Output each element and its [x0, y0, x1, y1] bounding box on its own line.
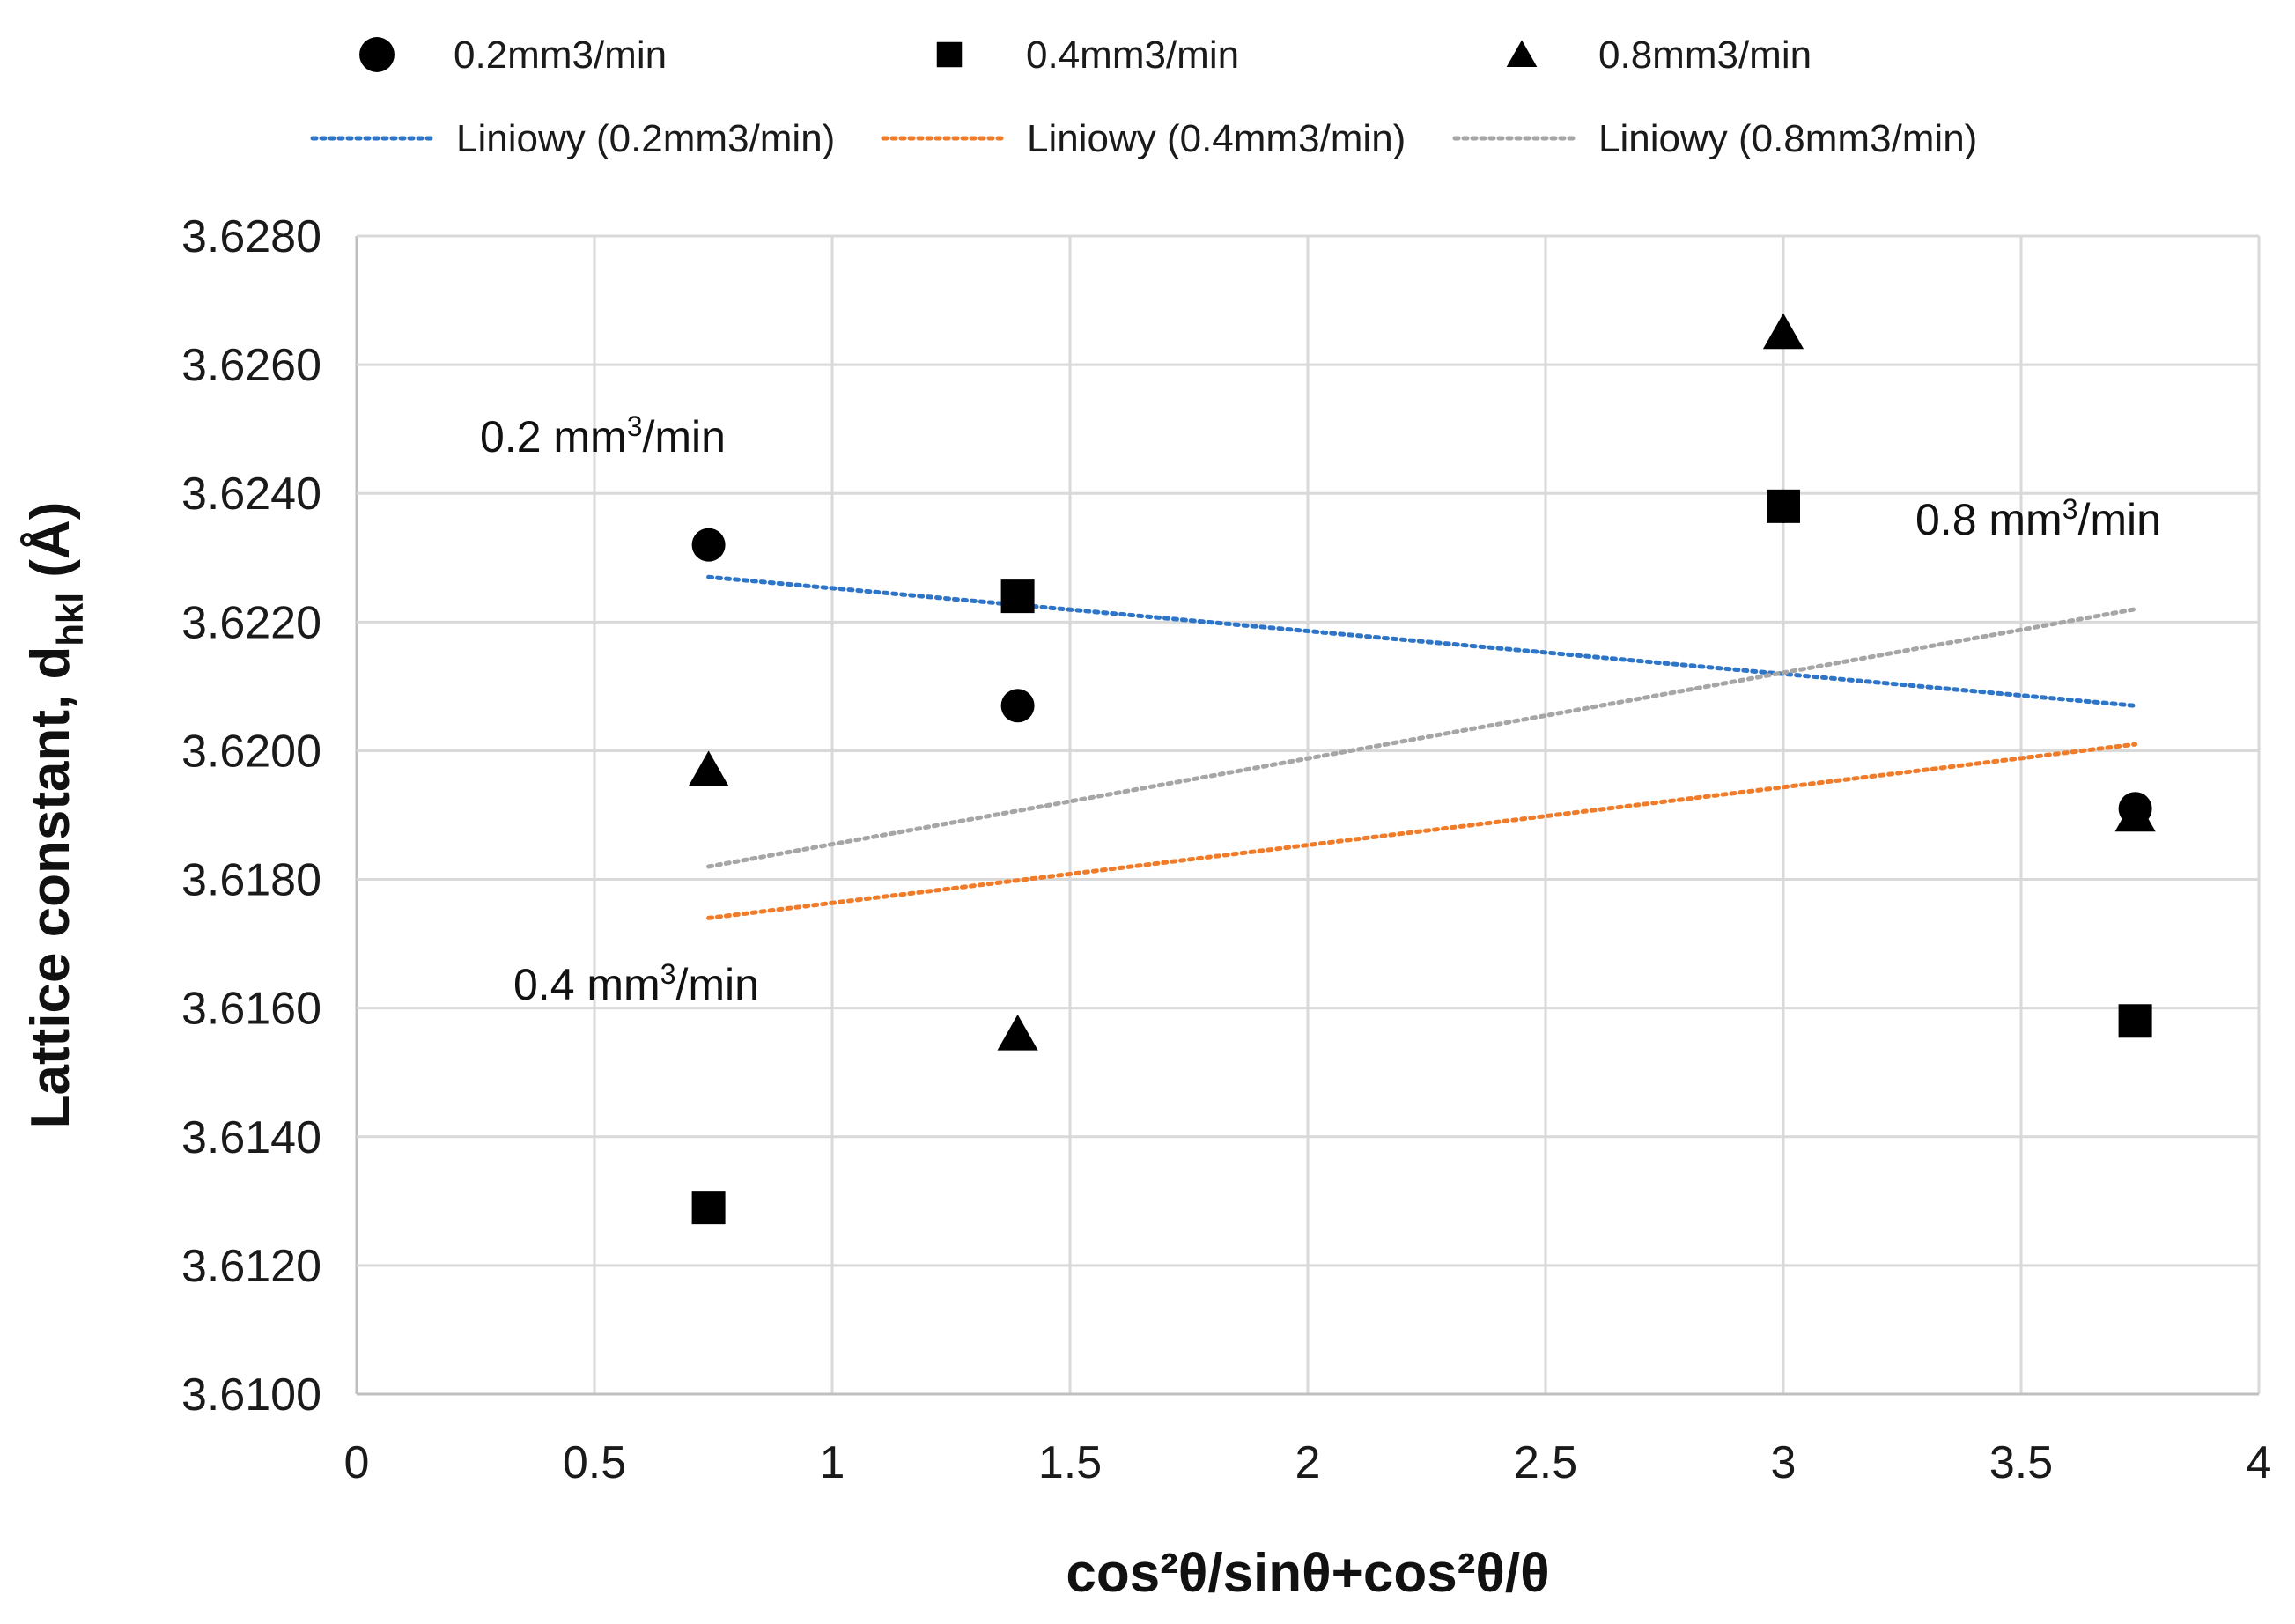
x-tick-label: 1	[820, 1437, 845, 1488]
legend-trendline-label: Liniowy (0.2mm3/min)	[456, 117, 835, 160]
marker-triangle	[1506, 40, 1538, 68]
annotation-label: 0.2 mm3/min	[480, 410, 726, 461]
marker-circle	[691, 528, 726, 562]
legend: 0.2mm3/min 0.4mm3/min 0.8mm3/min Liniowy (0…	[310, 33, 1977, 160]
annotation-label: 0.8 mm3/min	[1915, 493, 2161, 544]
y-tick-label: 3.6240	[181, 469, 321, 520]
marker-triangle	[2114, 795, 2156, 832]
marker-square	[936, 41, 963, 68]
annotations: 0.2 mm3/min 0.4 mm3/min 0.8 mm3/min	[480, 410, 2161, 1009]
marker-square	[691, 1191, 726, 1225]
legend-trendline-label: Liniowy (0.4mm3/min)	[1027, 117, 1406, 160]
marker-triangle	[688, 750, 729, 787]
trendline	[706, 607, 2138, 869]
x-tick-label: 1.5	[1038, 1437, 1102, 1488]
x-tick-label: 2	[1295, 1437, 1321, 1488]
legend-label: 0.4mm3/min	[1026, 33, 1239, 77]
gridlines	[355, 234, 2261, 1396]
marker-triangle	[1762, 313, 1804, 350]
y-tick-label: 3.6160	[181, 984, 321, 1035]
y-tick-label: 3.6220	[181, 597, 321, 648]
x-tick-label: 2.5	[1514, 1437, 1577, 1488]
legend-label: 0.8mm3/min	[1598, 33, 1812, 77]
y-tick-label: 3.6100	[181, 1369, 321, 1421]
trendlines	[706, 574, 2138, 920]
y-axis-title: Lattice constant, dhkl (Å)	[20, 502, 91, 1129]
data-markers	[688, 313, 2156, 1225]
marker-circle	[1000, 689, 1035, 723]
y-tick-label: 3.6180	[181, 855, 321, 906]
legend-label: 0.2mm3/min	[454, 33, 667, 77]
annotation-label: 0.4 mm3/min	[513, 958, 759, 1009]
y-tick-label: 3.6140	[181, 1112, 321, 1163]
legend-trendline-label: Liniowy (0.8mm3/min)	[1598, 117, 1977, 160]
marker-square	[1767, 489, 1800, 523]
x-tick-label: 3.5	[1989, 1437, 2053, 1488]
marker-circle	[359, 37, 395, 72]
trendline	[706, 574, 2138, 708]
x-tick-label: 0	[344, 1437, 370, 1488]
marker-triangle	[997, 1014, 1038, 1051]
x-tick-label: 4	[2247, 1437, 2272, 1488]
trendline	[706, 742, 2138, 920]
marker-square	[1000, 579, 1035, 614]
x-tick-label: 3	[1771, 1437, 1797, 1488]
marker-square	[2118, 1004, 2152, 1038]
tick-labels: 0 0.5 1 1.5 2 2.5 3 3.5 4 3.6100 3.6120 3.6140 3.616…	[181, 211, 2272, 1488]
y-tick-label: 3.6260	[181, 340, 321, 391]
x-axis-title: cos²θ/sinθ+cos²θ/θ	[1066, 1543, 1549, 1604]
y-tick-label: 3.6200	[181, 726, 321, 777]
x-tick-label: 0.5	[563, 1437, 626, 1488]
y-tick-label: 3.6120	[181, 1241, 321, 1292]
y-tick-label: 3.6280	[181, 211, 321, 262]
